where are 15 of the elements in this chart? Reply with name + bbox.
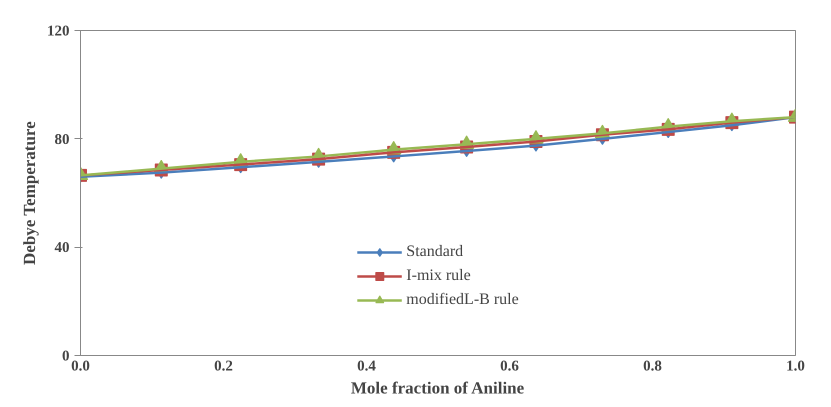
y-tick-label: 40	[54, 240, 70, 256]
y-tick-label: 120	[47, 24, 70, 40]
y-axis-title: Debye Temperature	[20, 120, 39, 265]
x-tick-label: 0.6	[500, 358, 520, 374]
x-tick-label: 0.0	[71, 358, 90, 374]
legend-label: I-mix rule	[406, 267, 471, 285]
y-tick-label: 80	[54, 132, 70, 148]
legend-label: Standard	[406, 243, 464, 261]
x-tick-label: 0.4	[357, 358, 376, 374]
x-axis-title: Mole fraction of Aniline	[350, 378, 525, 398]
x-tick-label: 0.2	[214, 358, 233, 374]
x-tick-label: 1.0	[786, 358, 805, 374]
y-tick-label: 0	[62, 348, 70, 364]
x-tick-label: 0.8	[643, 358, 662, 374]
legend-label: modifiedL-B rule	[406, 291, 519, 309]
